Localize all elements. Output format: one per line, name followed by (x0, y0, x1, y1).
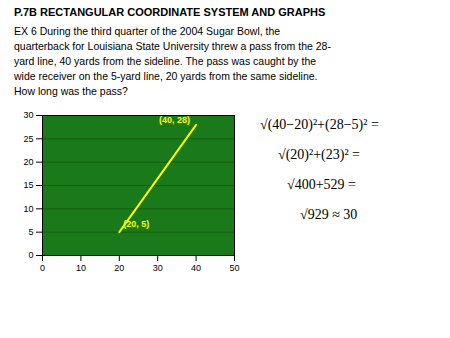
html-text:EX 6 During the third quarter: EX 6 During the third quarter of the 200… (14, 25, 281, 37)
svg-text:40: 40 (191, 263, 201, 273)
svg-text:15: 15 (23, 180, 33, 190)
svg-text:(40, 28): (40, 28) (159, 115, 190, 125)
html-text:√929 ≈ 30: √929 ≈ 30 (300, 207, 358, 222)
svg-text:25: 25 (23, 134, 33, 144)
svg-text:20: 20 (114, 263, 124, 273)
svg-text:30: 30 (23, 110, 33, 120)
svg-text:0: 0 (28, 250, 33, 260)
svg-text:5: 5 (28, 227, 33, 237)
html-text:How long was the pass?: How long was the pass? (14, 85, 128, 97)
html-text:quarterback for Louisiana Stat: quarterback for Louisiana State Universi… (14, 40, 331, 52)
html-text:P.7B RECTANGULAR COORDINATE SY: P.7B RECTANGULAR COORDINATE SYSTEM AND G… (14, 6, 326, 18)
html-text:wide receiver on the 5-yard li: wide receiver on the 5-yard line, 20 yar… (14, 70, 318, 82)
svg-text:50: 50 (229, 263, 239, 273)
svg-text:(20, 5): (20, 5) (123, 219, 149, 229)
html-text:yard line, 40 yards from the s: yard line, 40 yards from the sideline. T… (14, 55, 317, 67)
html-text:√(40−20)²+(28−5)² =: √(40−20)²+(28−5)² = (260, 117, 379, 132)
svg-text:10: 10 (76, 263, 86, 273)
html-text:√(20)²+(23)² =: √(20)²+(23)² = (278, 147, 360, 162)
svg-text:0: 0 (40, 263, 45, 273)
html-text:√400+529 =: √400+529 = (287, 177, 356, 192)
svg-text:30: 30 (153, 263, 163, 273)
svg-text:10: 10 (23, 204, 33, 214)
svg-text:20: 20 (23, 157, 33, 167)
